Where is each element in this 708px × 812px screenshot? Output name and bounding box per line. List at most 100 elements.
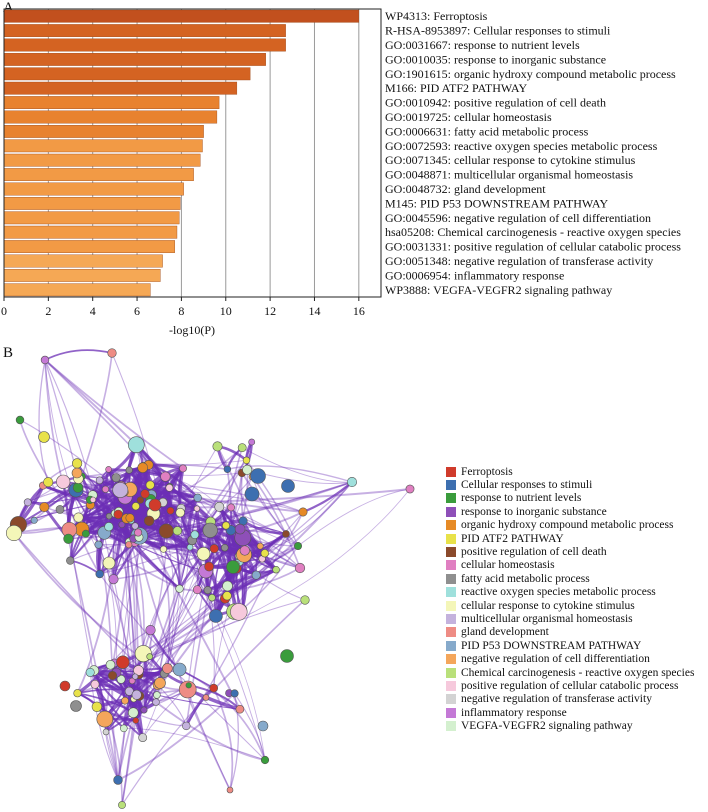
- legend-swatch: [446, 533, 456, 544]
- network-edge: [234, 693, 266, 761]
- network-edge: [166, 481, 353, 532]
- network-edge: [157, 588, 181, 686]
- legend-swatch: [446, 573, 456, 584]
- network-node: [242, 464, 253, 475]
- network-node: [39, 502, 50, 512]
- network-node: [140, 489, 150, 499]
- network-node: [81, 529, 90, 538]
- legend-label: Ferroptosis: [461, 465, 513, 478]
- bar: [3, 225, 178, 239]
- network-node: [128, 707, 139, 719]
- bar-label: R-HSA-8953897: Cellular responses to sti…: [385, 24, 611, 38]
- network-node: [112, 482, 129, 498]
- network-node: [185, 682, 192, 689]
- network-edge: [99, 546, 191, 575]
- legend-swatch: [446, 613, 456, 624]
- network-node: [192, 585, 202, 595]
- network-node: [105, 659, 116, 670]
- network-node: [346, 476, 357, 487]
- network-edge: [138, 574, 257, 676]
- network-node: [73, 512, 84, 523]
- network-node: [160, 471, 171, 482]
- network-node: [237, 443, 247, 453]
- network-edge: [117, 692, 236, 781]
- network-node: [227, 503, 235, 512]
- network-node: [203, 586, 212, 595]
- network-node: [128, 677, 136, 685]
- legend-swatch: [446, 707, 456, 718]
- legend-item: Cellular responses to stimuli: [446, 478, 694, 491]
- network-node: [212, 441, 223, 452]
- bar-label: WP4313: Ferroptosis: [385, 9, 488, 23]
- network-node: [71, 467, 83, 479]
- network-node: [226, 560, 240, 574]
- bar-label: M145: PID P53 DOWNSTREAM PATHWAY: [385, 196, 608, 210]
- network-edge: [98, 543, 204, 555]
- network-node: [282, 530, 290, 538]
- x-tick-label: 2: [45, 304, 51, 318]
- legend-swatch: [446, 627, 456, 638]
- network-edge: [77, 483, 304, 513]
- bar-label: GO:0048871: multicellular organismal hom…: [385, 168, 633, 182]
- network-edge: [241, 472, 299, 547]
- bar: [3, 110, 218, 124]
- bar: [3, 211, 180, 225]
- network-edge: [121, 697, 207, 806]
- network-edge: [113, 553, 204, 580]
- legend-label: fatty acid metabolic process: [461, 572, 590, 585]
- legend-swatch: [446, 654, 456, 665]
- network-edge: [78, 509, 171, 519]
- bar: [3, 9, 360, 23]
- network-edge: [67, 538, 119, 781]
- network-node: [214, 501, 225, 512]
- network-edge: [77, 352, 113, 488]
- bar-label: WP3888: VEGFA-VEGFR2 signaling pathway: [385, 283, 612, 297]
- network-edge: [136, 630, 152, 696]
- network-node: [30, 516, 38, 524]
- network-edge: [212, 687, 234, 791]
- x-tick-label: 14: [308, 304, 320, 318]
- network-node: [260, 549, 269, 558]
- bar: [3, 240, 175, 253]
- legend-swatch: [446, 721, 456, 732]
- network-edge: [148, 520, 171, 669]
- legend-item: negative regulation of transferase activ…: [446, 693, 694, 706]
- network-legend: Ferroptosis Cellular responses to stimuli…: [446, 465, 694, 733]
- network-node: [405, 484, 415, 494]
- network-node: [85, 667, 95, 677]
- legend-item: cellular response to cytokine stimulus: [446, 599, 694, 612]
- network-node: [59, 680, 71, 692]
- network-node: [172, 662, 187, 677]
- network-node: [145, 624, 156, 636]
- legend-label: cellular response to cytokine stimulus: [461, 599, 635, 612]
- network-node: [118, 801, 126, 809]
- network-edge: [44, 359, 245, 556]
- network-node: [56, 474, 71, 489]
- bar-label: GO:0048732: gland development: [385, 182, 546, 196]
- network-node: [235, 704, 245, 714]
- network-edge: [229, 693, 240, 791]
- legend-swatch: [446, 466, 456, 477]
- enrichment-network: [6, 348, 415, 809]
- network-node: [244, 486, 260, 502]
- legend-swatch: [446, 493, 456, 504]
- network-node: [125, 513, 135, 523]
- network-node: [23, 498, 32, 507]
- network-node: [222, 580, 233, 592]
- network-edge: [197, 496, 304, 513]
- bar-label: GO:1901615: organic hydroxy compound met…: [385, 67, 676, 81]
- network-edge: [155, 701, 266, 761]
- network-node: [90, 679, 100, 689]
- legend-item: cellular homeostasis: [446, 559, 694, 572]
- network-node: [40, 355, 50, 365]
- legend-label: multicellular organismal homeostasis: [461, 612, 633, 625]
- legend-label: negative regulation of transferase activ…: [461, 693, 652, 706]
- network-node: [102, 556, 116, 570]
- bar-label: M166: PID ATF2 PATHWAY: [385, 81, 527, 95]
- network-edge: [44, 359, 184, 470]
- network-edge: [223, 472, 243, 549]
- legend-label: inflammatory response: [461, 706, 567, 719]
- legend-label: Cellular responses to stimuli: [461, 479, 593, 492]
- network-node: [172, 526, 182, 536]
- network-node: [242, 456, 251, 464]
